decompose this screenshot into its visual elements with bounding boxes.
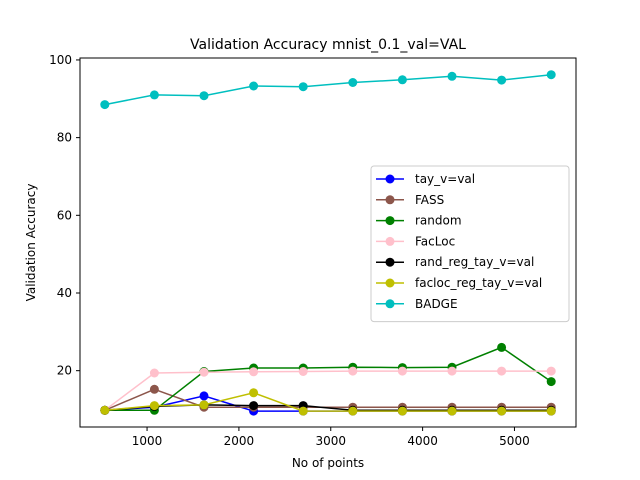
- legend-box: [370, 165, 570, 323]
- data-point: [397, 406, 407, 416]
- legend-marker: [385, 195, 395, 205]
- y-tick-label: 20: [57, 364, 72, 378]
- series-6: [100, 70, 556, 110]
- data-point: [249, 401, 259, 411]
- legend-label: rand_reg_tay_v=val: [415, 255, 534, 269]
- data-point: [397, 75, 407, 85]
- data-point: [249, 81, 259, 91]
- legend-entry: FASS: [376, 193, 444, 207]
- plot-frame: [79, 57, 577, 428]
- series-line: [104, 392, 552, 412]
- data-point: [348, 406, 358, 416]
- data-point: [149, 384, 159, 394]
- series-line: [104, 370, 552, 411]
- legend-label: tay_v=val: [415, 172, 475, 186]
- series-line: [104, 73, 552, 106]
- x-tick-label: 1000: [132, 434, 163, 448]
- y-tick-label: 80: [57, 131, 72, 145]
- data-point: [199, 400, 209, 410]
- legend-entry: rand_reg_tay_v=val: [376, 255, 534, 269]
- x-tick-label: 2000: [224, 434, 255, 448]
- series-3: [100, 366, 556, 415]
- legend-marker: [385, 236, 395, 246]
- legend-marker: [385, 216, 395, 226]
- legend-entry: facloc_reg_tay_v=val: [376, 276, 542, 290]
- x-tick-label: 5000: [499, 434, 530, 448]
- data-point: [149, 90, 159, 100]
- data-point: [497, 342, 507, 352]
- legend-marker: [385, 278, 395, 288]
- legend-entry: FacLoc: [376, 234, 455, 248]
- series-5: [100, 388, 556, 416]
- data-point: [149, 368, 159, 378]
- series-layer: [100, 70, 556, 416]
- data-point: [100, 100, 110, 110]
- data-point: [199, 391, 209, 401]
- x-tick-label: 4000: [407, 434, 438, 448]
- y-tick-label: 100: [49, 53, 72, 67]
- data-point: [100, 405, 110, 415]
- legend-marker: [385, 257, 395, 267]
- data-point: [249, 388, 259, 398]
- data-point: [298, 406, 308, 416]
- data-point: [447, 71, 457, 81]
- x-tick-label: 3000: [315, 434, 346, 448]
- legend-label: FacLoc: [415, 234, 455, 248]
- legend-entry: tay_v=val: [376, 172, 475, 186]
- chart-title: Validation Accuracy mnist_0.1_val=VAL: [190, 37, 466, 53]
- y-tick-label: 40: [57, 286, 72, 300]
- legend: tay_v=val FASS random FacLoc rand_reg_tay_v=…: [370, 165, 570, 323]
- data-point: [546, 70, 556, 80]
- data-point: [199, 91, 209, 101]
- legend-label: random: [415, 214, 462, 228]
- data-point: [497, 366, 507, 376]
- legend-marker: [385, 174, 395, 184]
- data-point: [397, 366, 407, 376]
- data-point: [546, 406, 556, 416]
- legend-label: facloc_reg_tay_v=val: [415, 276, 542, 290]
- data-point: [447, 406, 457, 416]
- data-point: [546, 366, 556, 376]
- series-line: [104, 346, 552, 412]
- axes: 1000 2000 3000 4000 5000 20 40 60 80 100: [49, 53, 530, 448]
- data-point: [497, 75, 507, 85]
- legend-entry: random: [376, 214, 462, 228]
- data-point: [497, 406, 507, 416]
- data-point: [298, 82, 308, 92]
- legend-entry: BADGE: [376, 297, 458, 311]
- y-axis-title: Validation Accuracy: [24, 184, 38, 302]
- legend-label: BADGE: [415, 297, 458, 311]
- data-point: [249, 367, 259, 377]
- y-tick-label: 60: [57, 208, 72, 222]
- data-point: [348, 78, 358, 87]
- data-point: [546, 377, 556, 387]
- x-axis-title: No of points: [292, 456, 364, 470]
- legend-marker: [385, 299, 395, 309]
- data-point: [298, 367, 308, 376]
- legend-label: FASS: [415, 193, 444, 207]
- data-point: [447, 366, 457, 376]
- data-point: [348, 366, 358, 376]
- data-point: [149, 401, 159, 411]
- data-point: [199, 367, 209, 377]
